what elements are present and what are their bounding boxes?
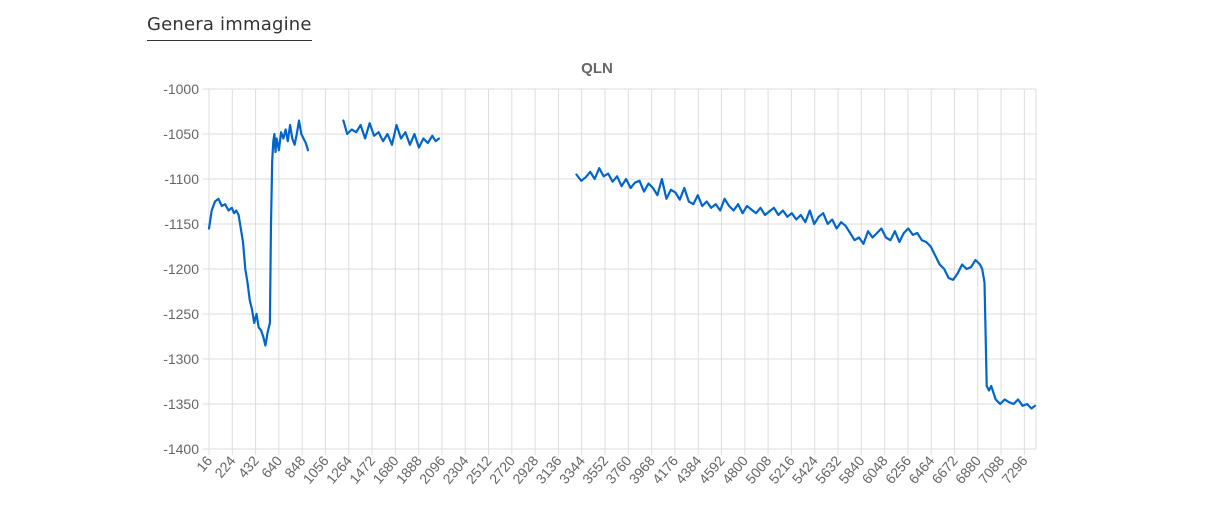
- x-tick-label: 432: [235, 452, 262, 480]
- x-tick-label: 640: [258, 452, 285, 480]
- x-tick-label: 6464: [905, 452, 937, 486]
- series-group: [207, 119, 1036, 410]
- chart-grid: [203, 88, 1037, 455]
- x-axis: 1622443264084810561264147216801888209623…: [193, 452, 1031, 486]
- y-tick-label: -1050: [163, 126, 199, 142]
- y-tick-label: -1250: [163, 306, 199, 322]
- x-tick-label: 2512: [463, 452, 495, 486]
- x-tick-label: 5216: [765, 452, 797, 486]
- y-tick-label: -1000: [163, 81, 199, 97]
- x-tick-label: 6048: [859, 452, 891, 486]
- x-tick-label: 1680: [369, 452, 401, 486]
- x-tick-label: 4592: [696, 452, 728, 486]
- x-tick-label: 1888: [393, 452, 425, 486]
- x-tick-label: 5008: [742, 452, 774, 486]
- y-tick-label: -1200: [163, 261, 199, 277]
- x-tick-label: 1472: [346, 452, 378, 486]
- x-tick-label: 2928: [509, 452, 541, 486]
- x-tick-label: 6880: [952, 452, 984, 486]
- y-tick-label: -1350: [163, 396, 199, 412]
- series-line: [207, 119, 310, 347]
- x-tick-label: 7296: [998, 452, 1030, 486]
- genera-immagine-button[interactable]: Genera immagine: [147, 14, 312, 41]
- x-tick-label: 4384: [672, 452, 704, 486]
- x-tick-label: 5424: [789, 452, 821, 486]
- x-tick-label: 5632: [812, 452, 844, 486]
- x-tick-label: 7088: [975, 452, 1007, 486]
- chart-title: QLN: [581, 60, 613, 77]
- x-tick-label: 2096: [416, 452, 448, 486]
- x-tick-label: 4176: [649, 452, 681, 486]
- x-tick-label: 1056: [299, 452, 331, 486]
- x-tick-label: 3968: [626, 452, 658, 486]
- x-tick-label: 3344: [556, 452, 588, 486]
- x-tick-label: 2720: [486, 452, 518, 486]
- x-tick-label: 2304: [439, 452, 471, 486]
- x-tick-label: 5840: [835, 452, 867, 486]
- x-tick-label: 3760: [602, 452, 634, 486]
- y-tick-label: -1400: [163, 441, 199, 457]
- series-line: [575, 167, 1036, 410]
- y-tick-label: -1300: [163, 351, 199, 367]
- y-tick-label: -1100: [164, 171, 199, 187]
- x-tick-label: 1264: [323, 452, 355, 486]
- y-tick-label: -1150: [164, 216, 199, 232]
- x-tick-label: 224: [211, 452, 238, 480]
- x-tick-label: 6672: [928, 452, 960, 486]
- x-tick-label: 4800: [719, 452, 751, 486]
- series-line: [342, 119, 441, 149]
- y-axis: -1000 -1050 -1100 -1150 -1200 -1250 -1300 -1350…: [163, 81, 199, 457]
- x-tick-label: 3136: [532, 452, 564, 486]
- x-tick-label: 6256: [882, 452, 914, 486]
- x-tick-label: 3552: [579, 452, 611, 486]
